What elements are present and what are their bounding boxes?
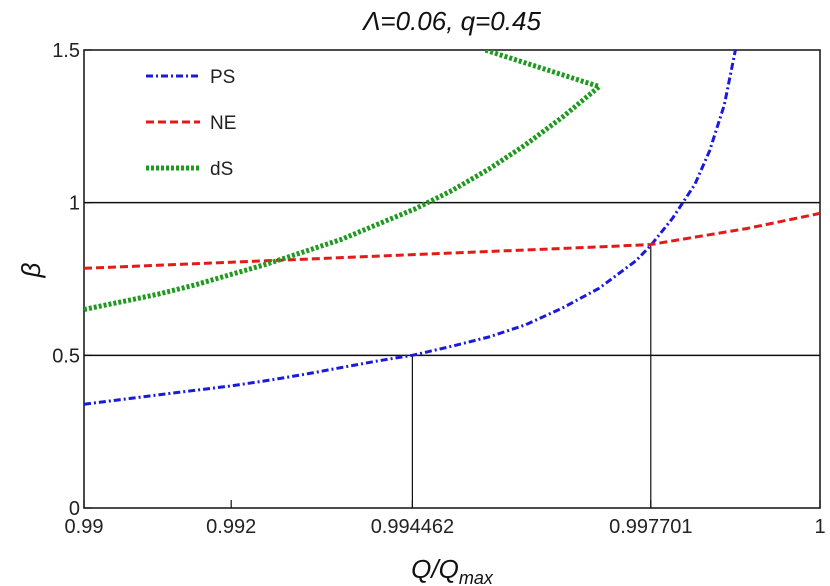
- x-tick-label: 0.997701: [609, 516, 692, 538]
- vertical-markers: [411, 245, 652, 508]
- series-line-ne: [84, 211, 820, 270]
- legend-label-ps: PS: [210, 67, 235, 88]
- y-tick-label: 0: [69, 498, 80, 520]
- x-tick-label: 0.994462: [371, 516, 454, 538]
- x-tick-label: 0.992: [206, 516, 256, 538]
- y-tick-label: 1.5: [52, 40, 80, 62]
- x-tick-label: 0.99: [65, 516, 104, 538]
- series-layer: [84, 50, 820, 406]
- legend-label-ds: dS: [210, 159, 233, 180]
- reference-lines: [84, 201, 820, 357]
- plot-frame: [83, 49, 821, 509]
- chart-title: Λ=0.06, q=0.45: [361, 6, 541, 36]
- x-tick-label: 1: [814, 516, 825, 538]
- x-axis-title: Q/Qmax: [411, 554, 494, 586]
- y-tick-label: 0.5: [52, 345, 80, 367]
- series-line-ps: [84, 50, 737, 406]
- legend: PS NE dS: [146, 67, 236, 180]
- legend-label-ne: NE: [210, 113, 236, 134]
- y-tick-label: 1: [69, 193, 80, 215]
- series-line-ds: [84, 50, 605, 312]
- x-axis-title-main: Q/Q: [411, 554, 459, 584]
- x-axis-ticks: 0.99 0.992 0.994462 0.997701 1: [65, 500, 826, 538]
- y-axis-ticks: 0 0.5 1 1.5: [52, 40, 92, 520]
- y-axis-title: β: [16, 262, 46, 278]
- x-axis-title-sub: max: [459, 568, 494, 586]
